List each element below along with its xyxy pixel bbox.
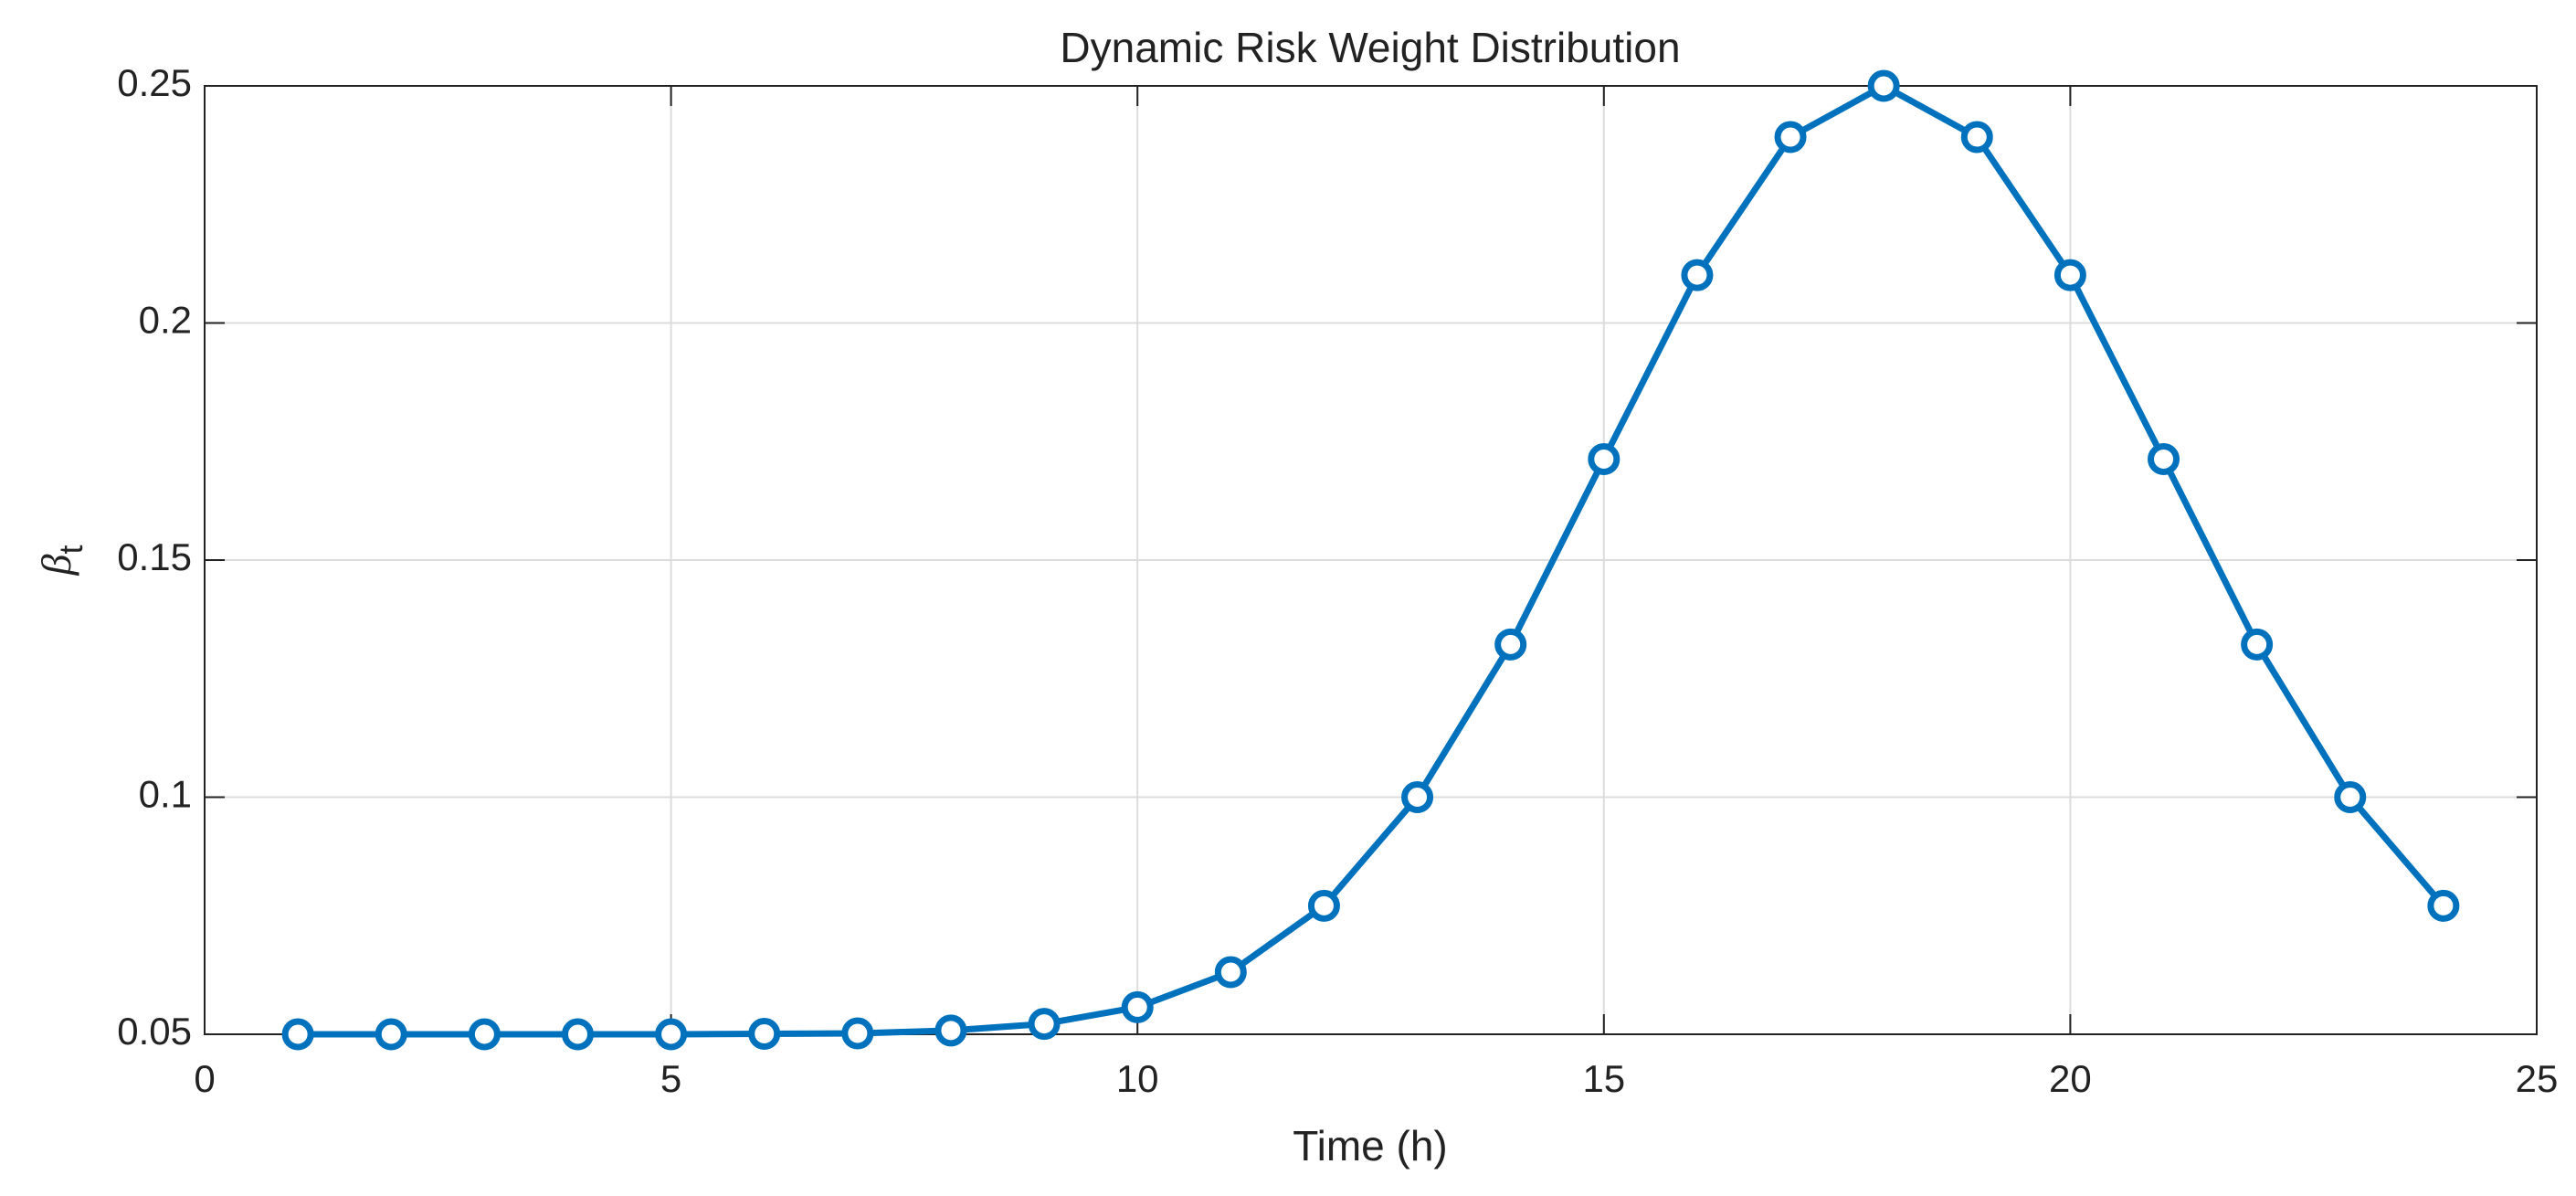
data-marker [468,1018,501,1051]
data-marker [1681,259,1714,291]
plot-frame [204,85,2538,1035]
data-marker [655,1018,688,1051]
data-marker [748,1017,781,1050]
y-axis-label: βt [33,545,90,577]
data-marker [1588,442,1621,475]
data-marker [1867,69,1900,102]
y-tick-label: 0.1 [139,773,192,816]
x-tick-label: 5 [660,1057,681,1100]
data-marker [2427,889,2460,922]
chart-title: Dynamic Risk Weight Distribution [1060,24,1680,71]
data-marker [2148,442,2180,475]
y-label-subscript: t [52,545,90,555]
x-tick-label: 10 [1116,1057,1159,1100]
data-marker [1121,990,1154,1023]
data-marker [1774,121,1807,153]
x-tick-label: 25 [2516,1057,2559,1100]
x-tick-label: 20 [2049,1057,2092,1100]
y-tick-label: 0.2 [139,299,192,342]
y-label-symbol: β [33,554,79,576]
data-marker [1401,781,1434,813]
data-marker [2334,781,2367,813]
x-tick-label: 0 [194,1057,215,1100]
x-tick-label: 15 [1582,1057,1625,1100]
data-marker [1307,889,1340,922]
data-marker [1214,956,1247,989]
data-marker [934,1014,967,1047]
y-tick-label: 0.15 [117,535,192,578]
y-tick-label: 0.25 [117,61,192,104]
data-marker [2053,259,2086,291]
data-marker [2241,628,2274,661]
data-marker [1960,121,1993,153]
data-marker [281,1018,314,1051]
data-marker [375,1018,407,1051]
data-marker [561,1018,594,1051]
data-marker [1494,628,1527,661]
data-marker [841,1017,874,1050]
data-marker [1028,1008,1061,1041]
y-tick-label: 0.05 [117,1010,192,1053]
x-axis-label: Time (h) [1293,1122,1448,1170]
